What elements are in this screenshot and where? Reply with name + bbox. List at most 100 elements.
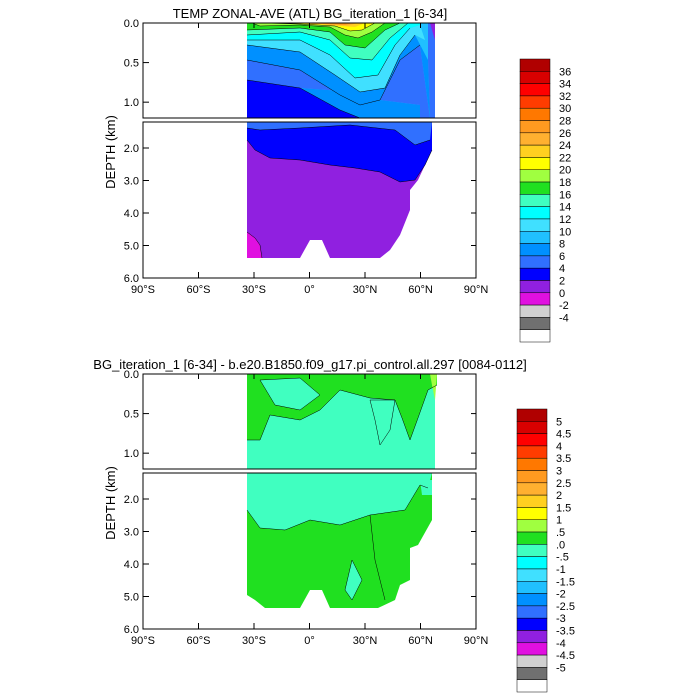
colorbar-swatch bbox=[519, 218, 551, 232]
colorbar-label: 2 bbox=[556, 490, 562, 502]
colorbar-swatch bbox=[516, 556, 548, 570]
x-tick-label: 60°N bbox=[408, 284, 433, 296]
colorbar-swatch bbox=[519, 169, 551, 183]
colorbar-label: .5 bbox=[556, 527, 565, 539]
colorbar-label: -1 bbox=[556, 564, 566, 576]
panel-temperature: TEMP ZONAL-AVE (ATL) BG_iteration_1 [6-3… bbox=[103, 6, 571, 343]
colorbar-swatch bbox=[519, 243, 551, 257]
colorbar-label: 10 bbox=[559, 226, 571, 238]
colorbar-swatch bbox=[519, 58, 551, 72]
colorbar-swatch bbox=[519, 181, 551, 195]
colorbar-label: 1 bbox=[556, 515, 562, 527]
panel-difference: BG_iteration_1 [6-34] - b.e20.B1850.f09_… bbox=[93, 357, 575, 693]
panel-2-upper-field bbox=[247, 374, 438, 469]
colorbar-label: 36 bbox=[559, 66, 571, 78]
colorbar-swatch bbox=[516, 408, 548, 422]
colorbar-swatch bbox=[519, 132, 551, 146]
y-tick-label: 0.5 bbox=[124, 409, 139, 421]
panel-2-ylabel: DEPTH (km) bbox=[103, 466, 118, 540]
x-tick-label: 30°N bbox=[353, 284, 378, 296]
x-tick-label: 90°S bbox=[131, 284, 155, 296]
panel-2-lower-field bbox=[246, 473, 432, 608]
colorbar-label: -2 bbox=[556, 589, 566, 601]
y-tick-label: 0.0 bbox=[124, 18, 139, 30]
panel-1-title: TEMP ZONAL-AVE (ATL) BG_iteration_1 [6-3… bbox=[173, 6, 448, 21]
colorbar-swatch bbox=[516, 654, 548, 668]
x-tick-label: 30°N bbox=[353, 635, 378, 647]
x-tick-label: 0° bbox=[304, 284, 315, 296]
x-tick-label: 90°S bbox=[131, 635, 155, 647]
colorbar-label: -.5 bbox=[556, 552, 569, 564]
colorbar-swatch bbox=[516, 482, 548, 496]
colorbar-label: 3.5 bbox=[556, 453, 571, 465]
colorbar-swatch bbox=[519, 304, 551, 318]
colorbar-label: 18 bbox=[559, 177, 571, 189]
colorbar-swatch bbox=[516, 630, 548, 644]
panel-2-colorbar: 54.543.532.521.51.5.0-.5-1-1.5-2-2.5-3-3… bbox=[516, 408, 575, 693]
y-tick-label: 4.0 bbox=[124, 208, 139, 220]
y-tick-label: 6.0 bbox=[124, 624, 139, 636]
colorbar-label: 26 bbox=[559, 128, 571, 140]
colorbar-swatch bbox=[516, 593, 548, 607]
colorbar-label: .0 bbox=[556, 539, 565, 551]
colorbar-swatch bbox=[516, 531, 548, 545]
colorbar-swatch bbox=[519, 280, 551, 294]
colorbar-label: -4 bbox=[556, 638, 566, 650]
colorbar-swatch bbox=[516, 494, 548, 508]
colorbar-swatch bbox=[516, 679, 548, 693]
colorbar-label: 24 bbox=[559, 140, 571, 152]
y-tick-label: 2.0 bbox=[124, 494, 139, 506]
colorbar-label: -3.5 bbox=[556, 625, 575, 637]
colorbar-label: 32 bbox=[559, 91, 571, 103]
colorbar-label: -2 bbox=[559, 300, 569, 312]
y-tick-label: 0.0 bbox=[124, 369, 139, 381]
colorbar-label: -4.5 bbox=[556, 650, 575, 662]
colorbar-swatch bbox=[519, 120, 551, 134]
colorbar-label: -5 bbox=[556, 662, 566, 674]
panel-1-lower-field bbox=[246, 122, 433, 259]
colorbar-label: -2.5 bbox=[556, 601, 575, 613]
y-tick-label: 3.0 bbox=[124, 527, 139, 539]
y-tick-label: 5.0 bbox=[124, 592, 139, 604]
panel-1-ylabel: DEPTH (km) bbox=[103, 115, 118, 189]
colorbar-label: 14 bbox=[559, 202, 571, 214]
y-tick-label: 1.0 bbox=[124, 448, 139, 460]
colorbar-label: 4 bbox=[556, 441, 562, 453]
x-tick-label: 30°S bbox=[242, 284, 266, 296]
colorbar-swatch bbox=[516, 581, 548, 594]
colorbar-label: -1.5 bbox=[556, 576, 575, 588]
colorbar-swatch bbox=[519, 267, 551, 281]
x-tick-label: 90°N bbox=[464, 635, 489, 647]
colorbar-label: 0 bbox=[559, 288, 565, 300]
colorbar-label: 30 bbox=[559, 103, 571, 115]
colorbar-label: -3 bbox=[556, 613, 566, 625]
panel-2-title: BG_iteration_1 [6-34] - b.e20.B1850.f09_… bbox=[93, 357, 526, 372]
y-tick-label: 0.5 bbox=[124, 58, 139, 70]
y-tick-label: 6.0 bbox=[124, 273, 139, 285]
colorbar-label: 22 bbox=[559, 152, 571, 164]
colorbar-swatch bbox=[519, 71, 551, 84]
colorbar-swatch bbox=[516, 617, 548, 631]
colorbar-swatch bbox=[519, 255, 551, 269]
colorbar-swatch bbox=[519, 206, 551, 220]
colorbar-label: 16 bbox=[559, 189, 571, 201]
y-tick-label: 4.0 bbox=[124, 559, 139, 571]
colorbar-label: 3 bbox=[556, 466, 562, 478]
colorbar-swatch bbox=[516, 605, 548, 619]
colorbar-swatch bbox=[519, 157, 551, 170]
colorbar-swatch bbox=[516, 445, 548, 459]
x-tick-label: 60°S bbox=[187, 284, 211, 296]
panel-1-upper-field bbox=[246, 23, 435, 118]
colorbar-label: 4.5 bbox=[556, 429, 571, 441]
colorbar-swatch bbox=[519, 107, 551, 121]
panel-2-y-axis: 0.0 0.5 1.0 2.0 3.0 4.0 5.0 6.0 bbox=[124, 369, 476, 636]
colorbar-label: 20 bbox=[559, 165, 571, 177]
colorbar-label: 28 bbox=[559, 116, 571, 128]
colorbar-label: 34 bbox=[559, 79, 571, 91]
x-tick-label: 30°S bbox=[242, 635, 266, 647]
colorbar-label: 4 bbox=[559, 263, 565, 275]
colorbar-swatch bbox=[516, 507, 548, 520]
colorbar-swatch bbox=[519, 95, 551, 109]
